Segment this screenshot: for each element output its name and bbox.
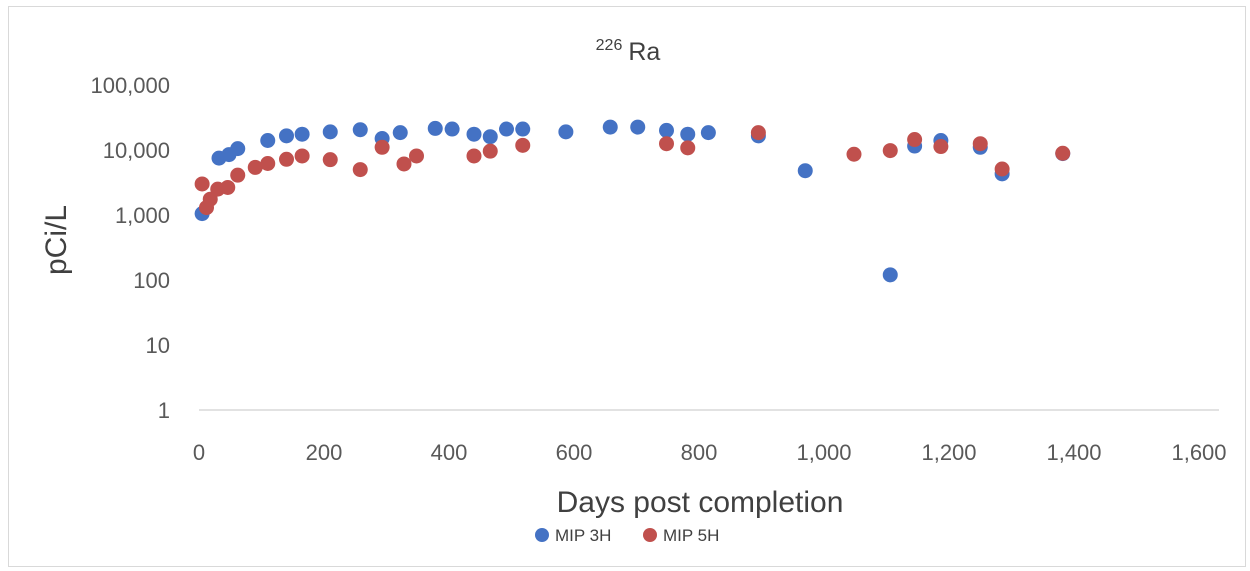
data-point (466, 148, 482, 164)
data-point (933, 139, 949, 155)
data-point (247, 159, 263, 175)
data-point (444, 121, 460, 137)
data-point (230, 141, 246, 157)
data-point (558, 124, 574, 140)
data-point (750, 125, 766, 141)
data-point (482, 143, 498, 159)
data-point (700, 125, 716, 141)
data-point (352, 122, 368, 138)
y-tick-label: 100 (133, 268, 170, 293)
legend-item-mip-3h: MIP 3H (535, 526, 611, 545)
y-tick-label: 1,000 (115, 203, 170, 228)
data-point (482, 129, 498, 145)
legend-item-mip-5h: MIP 5H (643, 526, 719, 545)
y-axis-ticks: 1 10 100 1,000 10,000 100,000 (90, 73, 170, 423)
data-point (680, 140, 696, 156)
y-tick-label: 100,000 (90, 73, 170, 98)
chart-title-main: Ra (628, 38, 660, 66)
data-point (907, 132, 923, 148)
data-point (194, 176, 210, 192)
data-point (260, 155, 276, 171)
x-axis-title: Days post completion (557, 486, 844, 519)
data-point (515, 137, 531, 153)
y-tick-label: 10,000 (103, 138, 170, 163)
x-tick-label: 0 (193, 440, 205, 465)
data-point (882, 143, 898, 159)
series-mip-5h (194, 125, 1071, 216)
y-axis-title: pCi/L (40, 205, 73, 275)
legend: MIP 3H MIP 5H (535, 526, 719, 545)
x-axis-ticks: 0 200 400 600 800 1,000 1,200 1,400 1,600 (193, 440, 1227, 465)
data-point (882, 267, 898, 283)
data-point (352, 162, 368, 178)
data-points (194, 119, 1071, 283)
data-point (230, 167, 246, 183)
data-point (279, 151, 294, 167)
data-point (602, 119, 618, 135)
data-point (630, 119, 646, 135)
y-tick-label: 1 (158, 398, 170, 423)
chart-title: 226 Ra (596, 37, 661, 66)
y-tick-label: 10 (146, 333, 170, 358)
data-point (466, 126, 482, 142)
data-point (1055, 145, 1071, 161)
data-point (972, 136, 988, 152)
data-point (427, 120, 443, 136)
data-point (294, 148, 310, 164)
data-point (374, 139, 390, 155)
data-point (392, 125, 408, 141)
data-point (797, 163, 813, 179)
chart-frame (8, 6, 1246, 567)
legend-marker (535, 528, 549, 542)
x-tick-label: 600 (556, 440, 593, 465)
data-point (994, 161, 1010, 177)
data-point (322, 152, 338, 168)
legend-label: MIP 3H (555, 526, 611, 545)
data-point (846, 146, 862, 162)
data-point (515, 121, 531, 137)
x-tick-label: 1,200 (921, 440, 976, 465)
data-point (680, 126, 696, 142)
x-tick-label: 200 (306, 440, 343, 465)
data-point (322, 124, 338, 140)
x-tick-label: 400 (431, 440, 468, 465)
data-point (279, 128, 294, 144)
data-point (659, 136, 674, 152)
chart-title-superscript: 226 (596, 37, 623, 54)
data-point (409, 148, 424, 164)
data-point (294, 126, 310, 142)
x-tick-label: 1,600 (1171, 440, 1226, 465)
data-point (659, 122, 674, 138)
x-tick-label: 1,400 (1046, 440, 1101, 465)
legend-label: MIP 5H (663, 526, 719, 545)
x-tick-label: 800 (681, 440, 718, 465)
data-point (220, 179, 236, 195)
legend-marker (643, 528, 657, 542)
data-point (396, 156, 412, 172)
data-point (499, 121, 514, 137)
data-point (260, 133, 276, 149)
x-tick-label: 1,000 (796, 440, 851, 465)
